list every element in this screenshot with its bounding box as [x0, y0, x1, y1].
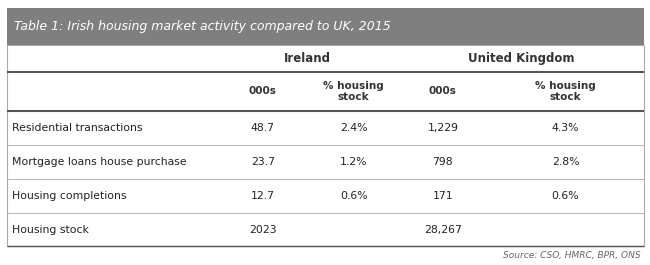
Text: Housing completions: Housing completions: [12, 191, 126, 201]
Text: 0.6%: 0.6%: [340, 191, 367, 201]
Text: Housing stock: Housing stock: [12, 224, 88, 235]
Text: 28,267: 28,267: [424, 224, 462, 235]
Text: Source: CSO, HMRC, BPR, ONS: Source: CSO, HMRC, BPR, ONS: [502, 251, 640, 260]
Text: 23.7: 23.7: [251, 157, 275, 167]
Text: 000s: 000s: [249, 86, 277, 96]
Text: Residential transactions: Residential transactions: [12, 123, 142, 133]
Text: 0.6%: 0.6%: [552, 191, 579, 201]
Text: 12.7: 12.7: [251, 191, 275, 201]
Text: 2.8%: 2.8%: [552, 157, 579, 167]
FancyBboxPatch shape: [6, 45, 644, 246]
Text: 2.4%: 2.4%: [340, 123, 367, 133]
Text: 171: 171: [432, 191, 453, 201]
Text: 1.2%: 1.2%: [340, 157, 367, 167]
Text: Mortgage loans house purchase: Mortgage loans house purchase: [12, 157, 187, 167]
Text: 1,229: 1,229: [427, 123, 458, 133]
Text: % housing
stock: % housing stock: [535, 81, 596, 102]
FancyBboxPatch shape: [6, 8, 644, 45]
Text: Table 1: Irish housing market activity compared to UK, 2015: Table 1: Irish housing market activity c…: [14, 20, 391, 33]
Text: 000s: 000s: [429, 86, 457, 96]
Text: % housing
stock: % housing stock: [323, 81, 384, 102]
Text: 798: 798: [432, 157, 453, 167]
Text: 4.3%: 4.3%: [552, 123, 579, 133]
Text: Ireland: Ireland: [284, 52, 331, 65]
Text: 48.7: 48.7: [251, 123, 275, 133]
Text: 2023: 2023: [249, 224, 277, 235]
Text: United Kingdom: United Kingdom: [467, 52, 574, 65]
